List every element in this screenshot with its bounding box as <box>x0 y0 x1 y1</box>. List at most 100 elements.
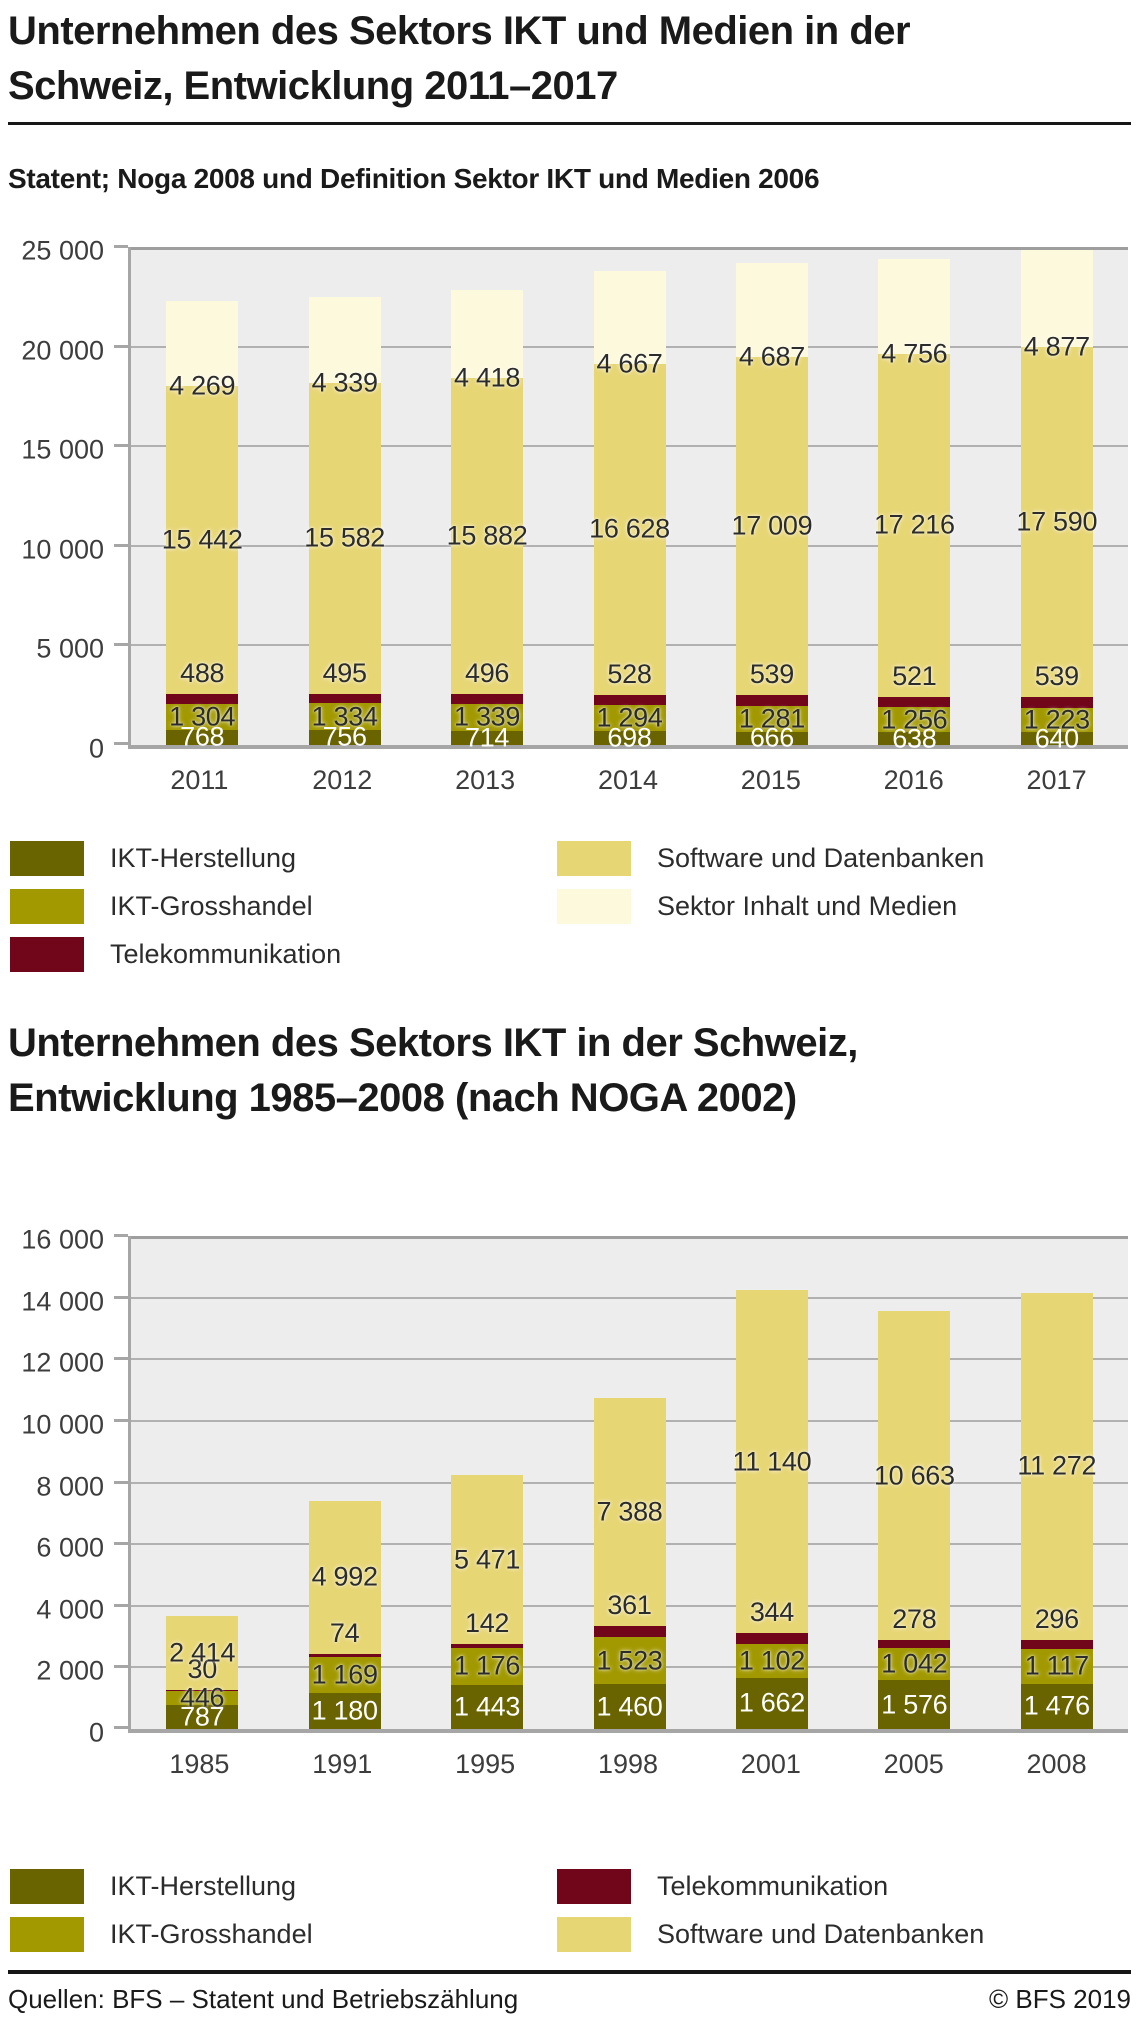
y-tick-mark <box>114 1542 128 1546</box>
value-label: 1 460 <box>596 1691 663 1722</box>
value-label: 1 042 <box>881 1648 948 1679</box>
value-label: 1 223 <box>1023 704 1090 735</box>
gridline <box>131 1296 1128 1299</box>
y-tick-label: 12 000 <box>21 1347 104 1378</box>
bar-segment-telekom <box>451 1643 524 1649</box>
page-title: Unternehmen des Sektors IKT und Medien i… <box>8 9 911 108</box>
value-label: 142 <box>464 1607 510 1638</box>
chart-1-y-axis: 0 5 000 10 000 15 000 20 000 25 000 <box>8 236 128 764</box>
herstellung-swatch <box>10 841 84 876</box>
source-text: Quellen: BFS – Statent und Betriebszählu… <box>8 1984 519 2014</box>
legend-column: Telekommunikation Software und Datenbanke… <box>557 1869 984 1952</box>
bar-segment-grosshandel <box>735 706 808 732</box>
y-tick-mark <box>114 1295 128 1299</box>
y-tick-mark <box>114 245 128 248</box>
bar-segment-grosshandel <box>878 1648 951 1681</box>
value-label: 361 <box>607 1589 652 1620</box>
bar-segment-herstellung <box>166 1704 239 1729</box>
value-label: 1 180 <box>311 1695 378 1726</box>
value-label: 15 442 <box>161 524 243 555</box>
bar-segment-telekom <box>593 694 666 706</box>
legend-label: Telekommunikation <box>110 939 342 969</box>
bar-segment-herstellung <box>451 730 524 745</box>
x-axis-label: 2017 <box>1026 765 1087 795</box>
y-tick-mark <box>114 1234 128 1237</box>
value-label: 1 576 <box>881 1689 948 1720</box>
bar-segment-software <box>878 1311 951 1640</box>
bar-segment-software <box>593 363 666 695</box>
y-tick-label: 2 000 <box>36 1655 104 1686</box>
legend-label: IKT-Herstellung <box>110 1871 297 1901</box>
x-axis-label: 1995 <box>455 1749 516 1779</box>
value-label: 488 <box>180 658 225 689</box>
bar-segment-grosshandel <box>1020 1649 1093 1684</box>
x-axis-label: 2012 <box>312 765 373 795</box>
telekom-swatch <box>10 937 84 972</box>
y-tick-mark <box>114 543 128 547</box>
legend-column: IKT-Herstellung IKT-Grosshandel Telekommun… <box>10 841 557 972</box>
legend-label: Software und Datenbanken <box>657 843 985 873</box>
y-tick-label: 0 <box>88 1717 104 1748</box>
legend-item: IKT-Herstellung <box>10 1869 557 1904</box>
software-swatch <box>557 1917 631 1952</box>
value-label: 1 102 <box>738 1645 805 1676</box>
value-label: 344 <box>749 1597 794 1628</box>
herstellung-swatch <box>10 1869 84 1904</box>
chart-2-plot-row: 0 2 000 4 000 6 000 8 000 10 000 12 000 14 000 1… <box>8 1225 1131 1748</box>
legend-item: Telekommunikation <box>10 937 557 972</box>
value-label: 1 523 <box>596 1645 663 1676</box>
chart-1-subtitle: Statent; Noga 2008 und Definition Sektor… <box>8 163 820 194</box>
legend-label: Sektor Inhalt und Medien <box>657 891 958 921</box>
y-tick-label: 5 000 <box>36 633 104 664</box>
bar-segment-herstellung <box>735 731 808 745</box>
value-label: 30 <box>187 1654 217 1685</box>
x-axis-label: 2013 <box>455 765 516 795</box>
footer: Quellen: BFS – Statent und Betriebszählu… <box>8 1984 1131 2015</box>
chart-2-x-axis: 1985 1991 1995 1998 2001 2005 2008 <box>128 1733 1128 1779</box>
bar-segment-herstellung <box>1020 1683 1093 1729</box>
footer-rule <box>8 1970 1131 1974</box>
bar-segment-software <box>451 377 524 695</box>
value-label: 296 <box>1034 1603 1079 1634</box>
value-label: 278 <box>892 1603 937 1634</box>
bar-segment-herstellung <box>878 732 951 745</box>
value-label: 4 687 <box>738 341 805 372</box>
bar-segment-herstellung <box>878 1680 951 1729</box>
y-tick-label: 15 000 <box>21 434 104 465</box>
legend-label: Software und Datenbanken <box>657 1919 985 1949</box>
value-label: 640 <box>1034 723 1079 754</box>
value-label: 1 281 <box>738 703 805 734</box>
value-label: 4 269 <box>169 370 236 401</box>
value-label: 666 <box>749 722 794 753</box>
y-tick-label: 8 000 <box>36 1471 104 1501</box>
value-label: 539 <box>1034 661 1079 692</box>
bar-segment-software <box>878 353 951 697</box>
chart-1-legend: IKT-Herstellung IKT-Grosshandel Telekommun… <box>8 841 1131 972</box>
x-axis-label: 2008 <box>1026 1749 1087 1779</box>
y-tick-mark <box>114 444 128 448</box>
legend-label: IKT-Grosshandel <box>110 891 313 921</box>
y-tick-mark <box>114 344 128 348</box>
bar-segment-telekom <box>308 1654 381 1657</box>
bar-segment-inhalt <box>735 263 808 357</box>
y-tick-label: 0 <box>88 733 104 764</box>
value-label: 495 <box>322 657 367 688</box>
legend-label: IKT-Grosshandel <box>110 1919 313 1949</box>
copyright-text: © BFS 2019 <box>988 1984 1131 2014</box>
x-axis-label: 2014 <box>597 765 659 795</box>
value-label: 16 628 <box>589 513 670 544</box>
value-label: 521 <box>892 660 937 691</box>
y-tick-mark <box>114 1480 128 1484</box>
value-label: 10 663 <box>873 1460 955 1490</box>
value-label: 4 877 <box>1023 331 1090 362</box>
y-tick-label: 6 000 <box>36 1532 104 1563</box>
value-label: 768 <box>180 721 225 752</box>
value-label: 446 <box>180 1682 225 1713</box>
bar-segment-software <box>1020 346 1093 698</box>
value-label: 15 882 <box>446 520 528 551</box>
bar-segment-grosshandel <box>735 1643 808 1678</box>
bar-segment-herstellung <box>593 731 666 745</box>
legend-column: Software und Datenbanken Sektor Inhalt un… <box>557 841 984 972</box>
bar-segment-herstellung <box>1020 732 1093 745</box>
telekom-swatch <box>557 1869 631 1904</box>
